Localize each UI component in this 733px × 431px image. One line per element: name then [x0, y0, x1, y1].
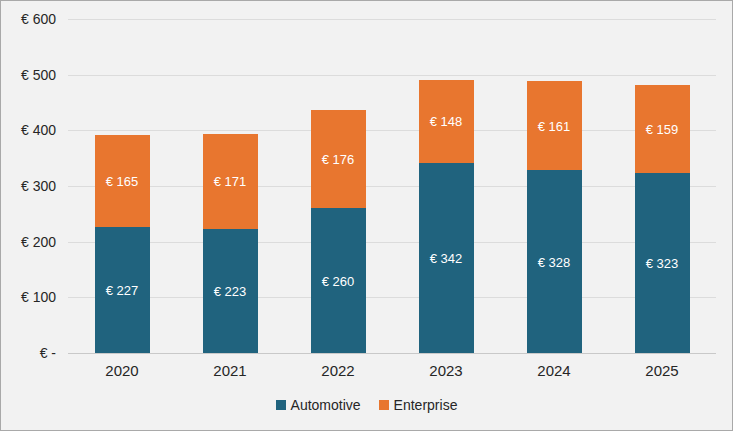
- stacked-bar-chart: € - € 100 € 200 € 300 € 400 € 500 € 600 € 227 € …: [0, 0, 733, 431]
- y-axis-tick-label: € 500: [1, 67, 56, 83]
- gridline: [68, 130, 716, 131]
- gridline: [68, 186, 716, 187]
- bar-data-label: € 260: [311, 273, 366, 288]
- bar-data-label: € 227: [95, 282, 150, 297]
- x-axis-category-label: 2023: [406, 362, 486, 379]
- gridline: [68, 242, 716, 243]
- legend-label-enterprise: Enterprise: [394, 397, 458, 413]
- bar-data-label: € 223: [203, 283, 258, 298]
- bar-segment-enterprise-2023[interactable]: € 148: [419, 80, 474, 162]
- legend-swatch-automotive: [276, 400, 286, 410]
- bar-segment-automotive-2025[interactable]: € 323: [635, 173, 690, 353]
- bar-segment-automotive-2022[interactable]: € 260: [311, 208, 366, 353]
- bar-segment-automotive-2020[interactable]: € 227: [95, 227, 150, 353]
- y-axis-tick-label: € 300: [1, 178, 56, 194]
- x-axis-line: [68, 353, 716, 354]
- y-axis-tick-label: € 200: [1, 234, 56, 250]
- bar-data-label: € 176: [311, 152, 366, 167]
- gridline: [68, 75, 716, 76]
- bar-data-label: € 159: [635, 121, 690, 136]
- legend-item-automotive[interactable]: Automotive: [276, 397, 361, 413]
- bar-data-label: € 323: [635, 256, 690, 271]
- y-axis-tick-label: € -: [1, 345, 56, 361]
- bar-data-label: € 165: [95, 173, 150, 188]
- bar-segment-automotive-2021[interactable]: € 223: [203, 229, 258, 353]
- x-axis-category-label: 2022: [298, 362, 378, 379]
- bar-segment-automotive-2023[interactable]: € 342: [419, 163, 474, 353]
- legend-item-enterprise[interactable]: Enterprise: [379, 397, 458, 413]
- bar-segment-enterprise-2021[interactable]: € 171: [203, 134, 258, 229]
- x-axis-category-label: 2024: [514, 362, 594, 379]
- x-axis-category-label: 2020: [82, 362, 162, 379]
- bar-segment-automotive-2024[interactable]: € 328: [527, 170, 582, 353]
- legend: Automotive Enterprise: [1, 397, 732, 413]
- x-axis-category-label: 2025: [622, 362, 702, 379]
- bar-segment-enterprise-2022[interactable]: € 176: [311, 110, 366, 208]
- gridline: [68, 19, 716, 20]
- legend-label-automotive: Automotive: [291, 397, 361, 413]
- x-axis-category-label: 2021: [190, 362, 270, 379]
- bar-data-label: € 171: [203, 174, 258, 189]
- gridline: [68, 297, 716, 298]
- bar-data-label: € 342: [419, 250, 474, 265]
- legend-swatch-enterprise: [379, 400, 389, 410]
- bar-segment-enterprise-2025[interactable]: € 159: [635, 85, 690, 174]
- bar-segment-enterprise-2024[interactable]: € 161: [527, 81, 582, 171]
- bar-data-label: € 148: [419, 114, 474, 129]
- bar-segment-enterprise-2020[interactable]: € 165: [95, 135, 150, 227]
- y-axis-tick-label: € 400: [1, 122, 56, 138]
- bar-data-label: € 161: [527, 118, 582, 133]
- y-axis-tick-label: € 600: [1, 11, 56, 27]
- y-axis-tick-label: € 100: [1, 289, 56, 305]
- bar-data-label: € 328: [527, 254, 582, 269]
